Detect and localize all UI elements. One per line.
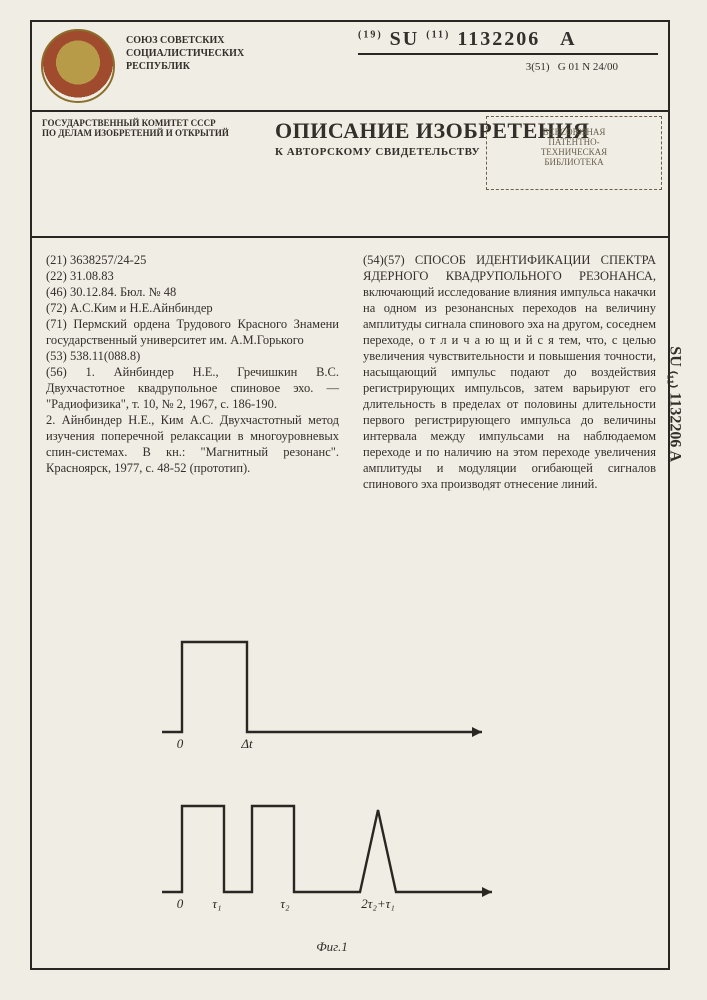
left-column: (21) 3638257/24-25(22) 31.08.83(46) 30.1… xyxy=(46,252,351,492)
union-label: СОЮЗ СОВЕТСКИХСОЦИАЛИСТИЧЕСКИХРЕСПУБЛИК xyxy=(124,22,358,110)
publication-number: 1132206 xyxy=(457,28,540,50)
body-columns: (21) 3638257/24-25(22) 31.08.83(46) 30.1… xyxy=(32,238,668,498)
kind-code: A xyxy=(560,28,576,50)
patent-page: СОЮЗ СОВЕТСКИХСОЦИАЛИСТИЧЕСКИХРЕСПУБЛИК … xyxy=(30,20,670,970)
svg-text:τ₂: τ₂ xyxy=(280,896,290,911)
ussr-emblem-icon xyxy=(41,29,115,103)
committee-label: ГОСУДАРСТВЕННЫЙ КОМИТЕТ СССРПО ДЕЛАМ ИЗО… xyxy=(32,112,271,236)
svg-text:2τ₂+τ₁: 2τ₂+τ₁ xyxy=(361,896,395,911)
svg-text:0: 0 xyxy=(177,736,184,751)
svg-text:0: 0 xyxy=(177,896,184,911)
title-block: ОПИСАНИЕ ИЗОБРЕТЕНИЯ К АВТОРСКОМУ СВИДЕТ… xyxy=(271,112,668,236)
field-19: (19) xyxy=(358,29,383,40)
ipc-code: G 01 N 24/00 xyxy=(558,61,618,73)
country-code: SU xyxy=(390,28,420,50)
fig2-svg: 0 τ₁ τ₂ 2τ₂+τ₁ xyxy=(152,782,512,932)
emblem-box xyxy=(32,22,124,110)
side-publication-number: SU ₍₁₁₎ 1132206 A xyxy=(666,346,686,462)
figure-1: 0 Δt xyxy=(152,622,512,757)
publication-block: (19) SU (11) 1132206 A 3(51) G 01 N 24/0… xyxy=(358,22,668,110)
header-row-1: СОЮЗ СОВЕТСКИХСОЦИАЛИСТИЧЕСКИХРЕСПУБЛИК … xyxy=(32,22,668,112)
figure-caption: Фиг.1 xyxy=(152,939,512,955)
field-51: 3(51) xyxy=(526,61,550,73)
figure-2: 0 τ₁ τ₂ 2τ₂+τ₁ Фиг.1 xyxy=(152,782,512,955)
right-column: (54)(57) СПОСОБ ИДЕНТИФИКАЦИИ СПЕКТРА ЯД… xyxy=(351,252,656,492)
header-row-2: ГОСУДАРСТВЕННЫЙ КОМИТЕТ СССРПО ДЕЛАМ ИЗО… xyxy=(32,112,668,238)
fig1-svg: 0 Δt xyxy=(152,622,512,752)
svg-text:τ₁: τ₁ xyxy=(212,896,221,911)
field-11: (11) xyxy=(426,29,450,40)
library-stamp: ВСЕСОЮЗНАЯПАТЕНТНО-ТЕХНИЧЕСКАЯБИБЛИОТЕКА xyxy=(486,116,662,190)
svg-text:Δt: Δt xyxy=(240,736,253,751)
